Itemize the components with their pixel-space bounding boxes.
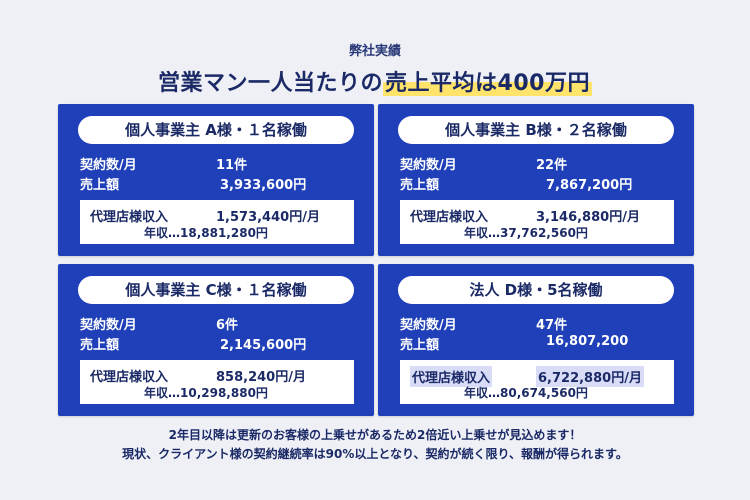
agency-income-box: 代理店様収入 6,722,880円/月 年収…80,674,560円 <box>400 360 674 404</box>
sales-label: 売上額 <box>400 338 440 353</box>
sales-label: 売上額 <box>80 338 120 353</box>
agency-label: 代理店様収入 <box>410 210 489 225</box>
agency-income-box: 代理店様収入 1,573,440円/月 年収…18,881,280円 <box>80 200 354 244</box>
card-d: 法人 D様・5名稼働 契約数/月 47件 売上額 16,807,200 代理店様… <box>378 264 694 416</box>
annual-income: 年収…37,762,560円 <box>464 226 588 240</box>
card-heading: 個人事業主 C様・１名稼働 <box>78 276 354 304</box>
card-a: 個人事業主 A様・１名稼働 契約数/月 11件 売上額 3,933,600円 代… <box>58 104 374 256</box>
sales-value: 16,807,200 <box>546 334 629 349</box>
card-heading: 個人事業主 A様・１名稼働 <box>78 116 354 144</box>
annual-income: 年収…10,298,880円 <box>144 386 268 400</box>
sales-value: 7,867,200円 <box>546 178 633 193</box>
annual-income: 年収…80,674,560円 <box>464 386 588 400</box>
sales-label: 売上額 <box>80 178 120 193</box>
contracts-label: 契約数/月 <box>400 318 457 333</box>
contracts-value: 22件 <box>536 158 568 173</box>
agency-label: 代理店様収入 <box>90 210 169 225</box>
agency-income-box: 代理店様収入 858,240円/月 年収…10,298,880円 <box>80 360 354 404</box>
footer-note-1: 2年目以降は更新のお客様の上乗せがあるため2倍近い上乗せが見込めます！ <box>168 428 582 442</box>
agency-value: 6,722,880円/月 <box>536 366 644 387</box>
subtitle: 弊社実績 <box>348 44 401 59</box>
card-heading: 個人事業主 B様・２名稼働 <box>398 116 674 144</box>
contracts-label: 契約数/月 <box>80 318 137 333</box>
title-highlight: 売上平均は400万円 <box>383 71 592 96</box>
page-title: 営業マン一人当たりの売上平均は400万円 <box>0 65 750 97</box>
contracts-label: 契約数/月 <box>80 158 137 173</box>
agency-value: 3,146,880円/月 <box>536 210 640 225</box>
card-b: 個人事業主 B様・２名稼働 契約数/月 22件 売上額 7,867,200円 代… <box>378 104 694 256</box>
agency-label: 代理店様収入 <box>410 366 493 387</box>
contracts-value: 47件 <box>536 318 568 333</box>
card-c: 個人事業主 C様・１名稼働 契約数/月 6件 売上額 2,145,600円 代理… <box>58 264 374 416</box>
card-heading: 法人 D様・5名稼働 <box>398 276 674 304</box>
sales-value: 3,933,600円 <box>220 178 307 193</box>
sales-label: 売上額 <box>400 178 440 193</box>
contracts-value: 6件 <box>216 318 239 333</box>
agency-income-box: 代理店様収入 3,146,880円/月 年収…37,762,560円 <box>400 200 674 244</box>
sales-value: 2,145,600円 <box>220 338 307 353</box>
annual-income: 年収…18,881,280円 <box>144 226 268 240</box>
footer-note-2: 現状、クライアント様の契約継続率は90%以上となり、契約が続く限り、報酬が得られ… <box>122 447 628 461</box>
contracts-value: 11件 <box>216 158 248 173</box>
title-prefix: 営業マン一人当たりの <box>158 71 384 96</box>
agency-value: 858,240円/月 <box>216 370 306 385</box>
agency-label: 代理店様収入 <box>90 370 169 385</box>
contracts-label: 契約数/月 <box>400 158 457 173</box>
agency-value: 1,573,440円/月 <box>216 210 320 225</box>
